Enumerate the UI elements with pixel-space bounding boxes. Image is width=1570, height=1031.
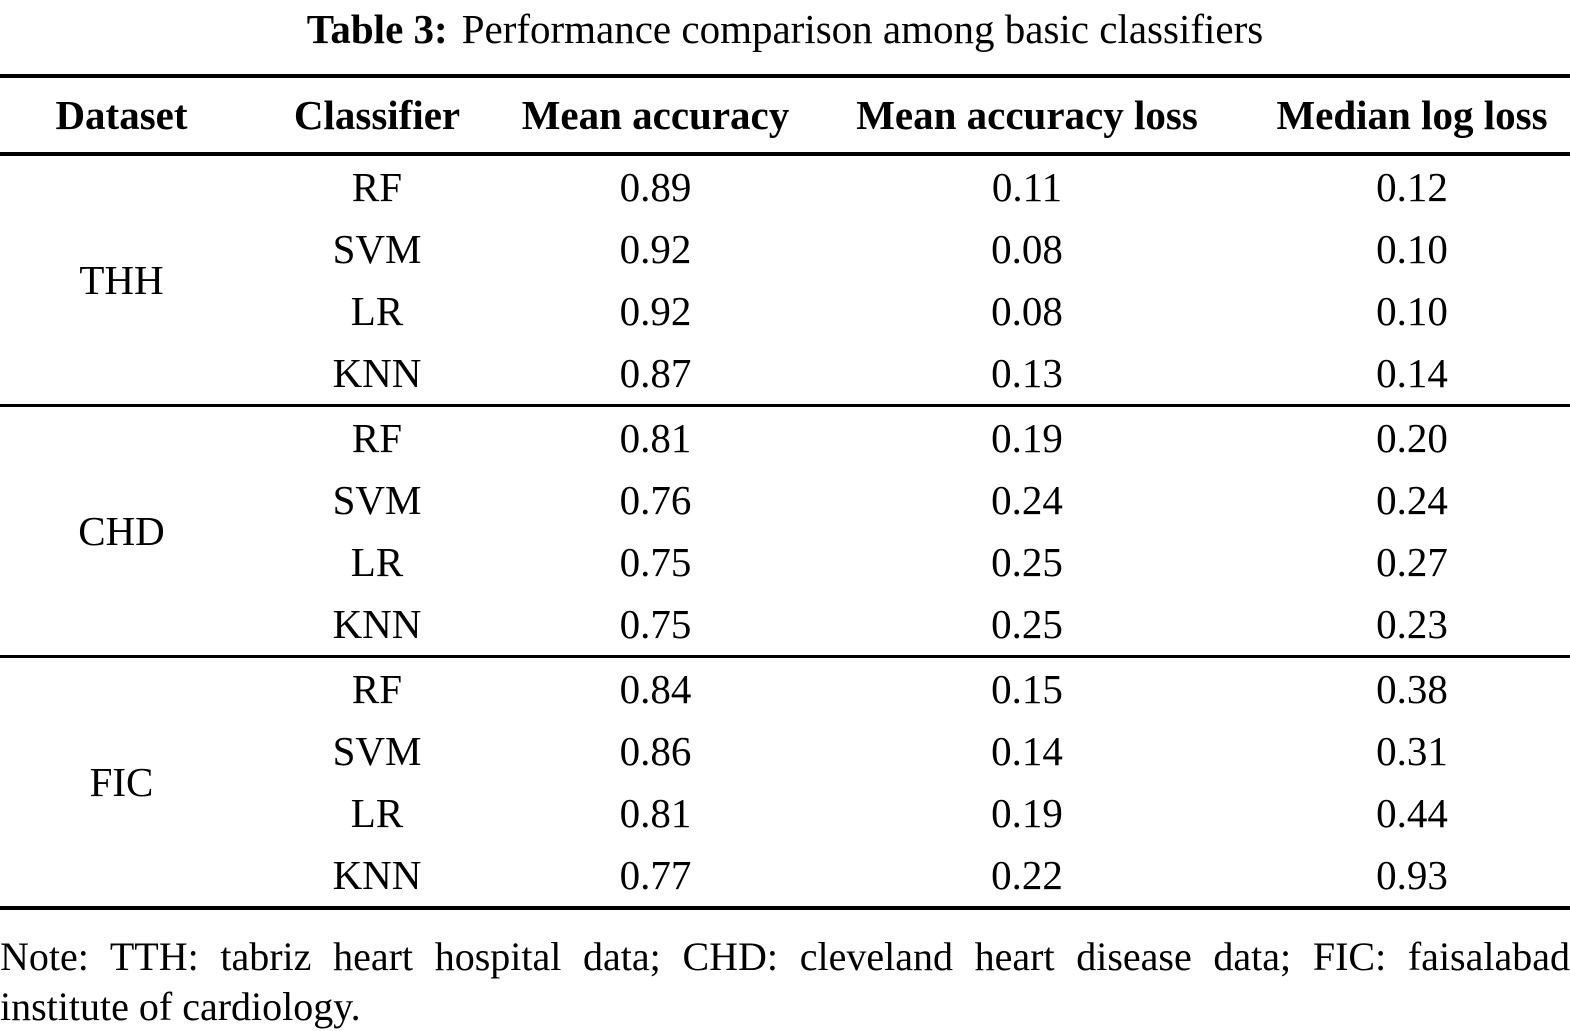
cell-classifier: RF [351,666,403,712]
cell-classifier: LR [350,539,404,585]
cell-mean-accuracy-loss: 0.14 [991,728,1063,774]
cell-classifier: RF [351,164,403,210]
cell-mean-accuracy-loss: 0.22 [991,852,1063,898]
table-row: KNN 0.77 0.22 0.93 [0,844,1570,908]
cell-median-log-loss: 0.31 [1376,728,1448,774]
cell-mean-accuracy: 0.86 [619,728,692,774]
dataset-group-thh: THH RF 0.89 0.11 0.12 SVM 0.92 0.08 0.10… [0,154,1570,406]
cell-median-log-loss: 0.24 [1376,477,1448,523]
cell-classifier: KNN [332,852,422,898]
dataset-label-thh: THH [79,257,164,303]
cell-median-log-loss: 0.14 [1376,350,1448,396]
table-row: CHD RF 0.81 0.19 0.20 [0,406,1570,554]
cell-classifier: LR [350,790,404,836]
cell-median-log-loss: 0.10 [1376,288,1448,334]
cell-classifier: RF [351,415,403,461]
header-dataset: Dataset [55,92,188,138]
table-footnote: Note: TTH: tabriz heart hospital data; C… [0,932,1570,1031]
performance-table: Dataset Classifier Mean accuracy Mean ac… [0,74,1570,910]
cell-mean-accuracy: 0.77 [619,852,692,898]
table-caption-label: Table 3: [306,6,448,52]
table-row: KNN 0.87 0.13 0.14 [0,342,1570,406]
table-row: LR 0.81 0.19 0.44 [0,782,1570,844]
header-row: Dataset Classifier Mean accuracy Mean ac… [0,76,1570,154]
cell-mean-accuracy: 0.92 [619,288,692,334]
cell-mean-accuracy: 0.81 [619,415,692,461]
table-row: SVM 0.76 0.24 0.24 [0,469,1570,531]
cell-mean-accuracy-loss: 0.08 [991,288,1063,334]
dataset-label-chd: CHD [78,508,165,554]
cell-mean-accuracy-loss: 0.19 [991,415,1063,461]
cell-classifier: SVM [332,226,422,272]
cell-median-log-loss: 0.93 [1376,852,1448,898]
table-header: Dataset Classifier Mean accuracy Mean ac… [0,76,1570,154]
cell-mean-accuracy-loss: 0.13 [991,350,1063,396]
cell-classifier: SVM [332,477,422,523]
header-classifier: Classifier [293,92,461,138]
table-row: LR 0.92 0.08 0.10 [0,280,1570,342]
cell-mean-accuracy: 0.75 [619,601,692,647]
table-caption-text: Performance comparison among basic class… [461,6,1264,52]
cell-median-log-loss: 0.44 [1376,790,1448,836]
cell-mean-accuracy: 0.87 [619,350,692,396]
dataset-group-fic: FIC RF 0.84 0.15 0.38 SVM 0.86 0.14 0.31… [0,657,1570,909]
cell-mean-accuracy-loss: 0.24 [991,477,1063,523]
cell-mean-accuracy-loss: 0.25 [991,539,1063,585]
cell-classifier: KNN [332,601,422,647]
cell-mean-accuracy: 0.84 [619,666,692,712]
cell-median-log-loss: 0.38 [1376,666,1448,712]
cell-mean-accuracy-loss: 0.11 [991,164,1063,210]
cell-mean-accuracy-loss: 0.25 [991,601,1063,647]
cell-median-log-loss: 0.23 [1376,601,1448,647]
table-caption: Table 3: Performance comparison among bas… [0,0,1570,54]
cell-classifier: SVM [332,728,422,774]
cell-median-log-loss: 0.27 [1376,539,1448,585]
cell-mean-accuracy: 0.81 [619,790,692,836]
cell-median-log-loss: 0.10 [1376,226,1448,272]
header-mean-accuracy: Mean accuracy [521,92,790,138]
cell-mean-accuracy: 0.76 [619,477,692,523]
cell-median-log-loss: 0.12 [1376,164,1448,210]
cell-mean-accuracy: 0.75 [619,539,692,585]
cell-classifier: LR [350,288,404,334]
cell-mean-accuracy-loss: 0.19 [991,790,1063,836]
header-median-log-loss: Median log loss [1276,92,1548,138]
cell-mean-accuracy: 0.92 [619,226,692,272]
table-row: LR 0.75 0.25 0.27 [0,531,1570,593]
cell-mean-accuracy: 0.89 [619,164,692,210]
cell-classifier: KNN [332,350,422,396]
dataset-label-fic: FIC [89,759,154,805]
table-row: KNN 0.75 0.25 0.23 [0,593,1570,657]
cell-median-log-loss: 0.20 [1376,415,1448,461]
footnote-line-1: Note: TTH: tabriz heart hospital data; C… [0,934,1570,979]
table-row: SVM 0.92 0.08 0.10 [0,218,1570,280]
footnote-line-2: institute of cardiology. [0,984,361,1029]
dataset-group-chd: CHD RF 0.81 0.19 0.20 SVM 0.76 0.24 0.24… [0,406,1570,657]
cell-mean-accuracy-loss: 0.15 [991,666,1063,712]
table-row: SVM 0.86 0.14 0.31 [0,720,1570,782]
cell-mean-accuracy-loss: 0.08 [991,226,1063,272]
header-mean-accuracy-loss: Mean accuracy loss [856,92,1198,138]
table-row: THH RF 0.89 0.11 0.12 [0,154,1570,303]
table-row: FIC RF 0.84 0.15 0.38 [0,657,1570,805]
